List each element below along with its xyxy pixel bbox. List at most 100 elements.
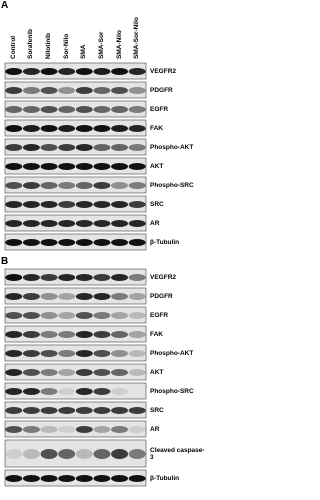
band bbox=[5, 144, 23, 151]
row-label: Phospho-SRC bbox=[150, 181, 194, 189]
blot-strip bbox=[4, 382, 147, 400]
row-label: AR bbox=[150, 219, 160, 227]
band bbox=[22, 407, 40, 414]
blot-strip bbox=[4, 325, 147, 343]
band bbox=[22, 182, 40, 189]
panel-label: A bbox=[1, 0, 9, 11]
blot-strip bbox=[4, 157, 147, 175]
band bbox=[58, 475, 76, 482]
band bbox=[128, 369, 146, 376]
band bbox=[128, 220, 146, 227]
band bbox=[93, 312, 111, 319]
band bbox=[22, 68, 40, 75]
band bbox=[111, 331, 129, 338]
band bbox=[40, 106, 58, 113]
band bbox=[111, 426, 129, 433]
band bbox=[128, 87, 146, 94]
band bbox=[93, 220, 111, 227]
band bbox=[75, 144, 93, 151]
band bbox=[93, 274, 111, 281]
band bbox=[22, 369, 40, 376]
band bbox=[111, 369, 129, 376]
band bbox=[75, 201, 93, 208]
band bbox=[93, 87, 111, 94]
band bbox=[75, 293, 93, 300]
band bbox=[40, 350, 58, 357]
band bbox=[128, 350, 146, 357]
band bbox=[75, 388, 93, 395]
band bbox=[40, 312, 58, 319]
band bbox=[58, 407, 76, 414]
band bbox=[128, 274, 146, 281]
band bbox=[5, 239, 23, 246]
band bbox=[93, 331, 111, 338]
column-label: SMA bbox=[80, 44, 88, 59]
band bbox=[5, 475, 23, 482]
band bbox=[22, 350, 40, 357]
band bbox=[75, 274, 93, 281]
band bbox=[58, 87, 76, 94]
blot-strip bbox=[4, 214, 147, 232]
band bbox=[5, 163, 23, 170]
band bbox=[93, 239, 111, 246]
column-label: Nilotinib bbox=[45, 33, 53, 59]
band bbox=[93, 407, 111, 414]
band bbox=[22, 125, 40, 132]
blot-strip bbox=[4, 233, 147, 251]
band bbox=[128, 144, 146, 151]
band bbox=[58, 163, 76, 170]
band bbox=[40, 239, 58, 246]
band bbox=[5, 293, 23, 300]
band bbox=[5, 312, 23, 319]
band bbox=[128, 182, 146, 189]
band bbox=[75, 312, 93, 319]
band bbox=[75, 369, 93, 376]
band bbox=[22, 475, 40, 482]
row-label: Phospho-AKT bbox=[150, 349, 194, 357]
band bbox=[128, 293, 146, 300]
band bbox=[22, 106, 40, 113]
band bbox=[40, 331, 58, 338]
band bbox=[111, 163, 129, 170]
row-label: AR bbox=[150, 425, 160, 433]
band bbox=[5, 274, 23, 281]
band bbox=[22, 388, 40, 395]
band bbox=[75, 87, 93, 94]
band bbox=[111, 407, 129, 414]
band bbox=[5, 426, 23, 433]
blots bbox=[4, 62, 147, 487]
column-label: SMA-Sor bbox=[97, 31, 105, 59]
row-label: FAK bbox=[150, 124, 163, 132]
row-label: PDGFR bbox=[150, 86, 173, 94]
band bbox=[40, 449, 58, 459]
blot-strip bbox=[4, 401, 147, 419]
band bbox=[111, 144, 129, 151]
blot-strip bbox=[4, 344, 147, 362]
band bbox=[58, 369, 76, 376]
band bbox=[58, 388, 76, 395]
band bbox=[58, 201, 76, 208]
band bbox=[111, 106, 129, 113]
row-label: Phospho-SRC bbox=[150, 387, 194, 395]
band bbox=[40, 293, 58, 300]
band bbox=[93, 163, 111, 170]
band bbox=[5, 449, 23, 459]
blot-strip bbox=[4, 363, 147, 381]
band bbox=[58, 293, 76, 300]
band bbox=[22, 449, 40, 459]
band bbox=[111, 312, 129, 319]
band bbox=[111, 68, 129, 75]
band bbox=[128, 106, 146, 113]
band bbox=[111, 293, 129, 300]
band bbox=[128, 312, 146, 319]
band bbox=[93, 144, 111, 151]
band bbox=[22, 312, 40, 319]
band bbox=[5, 68, 23, 75]
band bbox=[58, 220, 76, 227]
band bbox=[93, 426, 111, 433]
band bbox=[128, 331, 146, 338]
band bbox=[93, 106, 111, 113]
row-label: AKT bbox=[150, 162, 164, 170]
band bbox=[93, 350, 111, 357]
band bbox=[111, 87, 129, 94]
